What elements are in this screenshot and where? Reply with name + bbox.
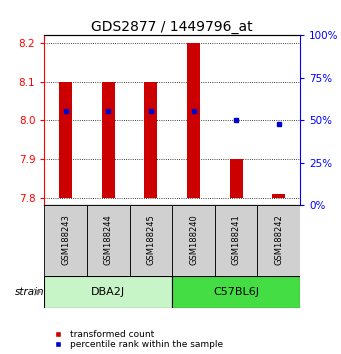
Bar <box>102 82 115 198</box>
Text: GSM188243: GSM188243 <box>61 214 70 265</box>
Title: GDS2877 / 1449796_at: GDS2877 / 1449796_at <box>91 21 253 34</box>
Bar <box>145 82 157 198</box>
Text: GSM188244: GSM188244 <box>104 214 113 265</box>
Bar <box>215 205 257 276</box>
Text: C57BL6J: C57BL6J <box>213 287 259 297</box>
Legend: transformed count, percentile rank within the sample: transformed count, percentile rank withi… <box>49 330 223 349</box>
Bar <box>172 205 215 276</box>
Bar <box>44 205 87 276</box>
Text: GSM188241: GSM188241 <box>232 214 241 265</box>
Bar <box>44 276 172 308</box>
Text: GSM188240: GSM188240 <box>189 214 198 265</box>
Bar <box>272 194 285 198</box>
Bar <box>87 205 130 276</box>
Bar <box>257 205 300 276</box>
Bar <box>172 276 300 308</box>
Bar <box>187 43 200 198</box>
Bar <box>230 159 242 198</box>
Text: DBA2J: DBA2J <box>91 287 125 297</box>
Text: GSM188245: GSM188245 <box>146 214 155 265</box>
Text: strain: strain <box>15 287 44 297</box>
Text: GSM188242: GSM188242 <box>274 214 283 265</box>
Bar <box>59 82 72 198</box>
Bar <box>130 205 172 276</box>
